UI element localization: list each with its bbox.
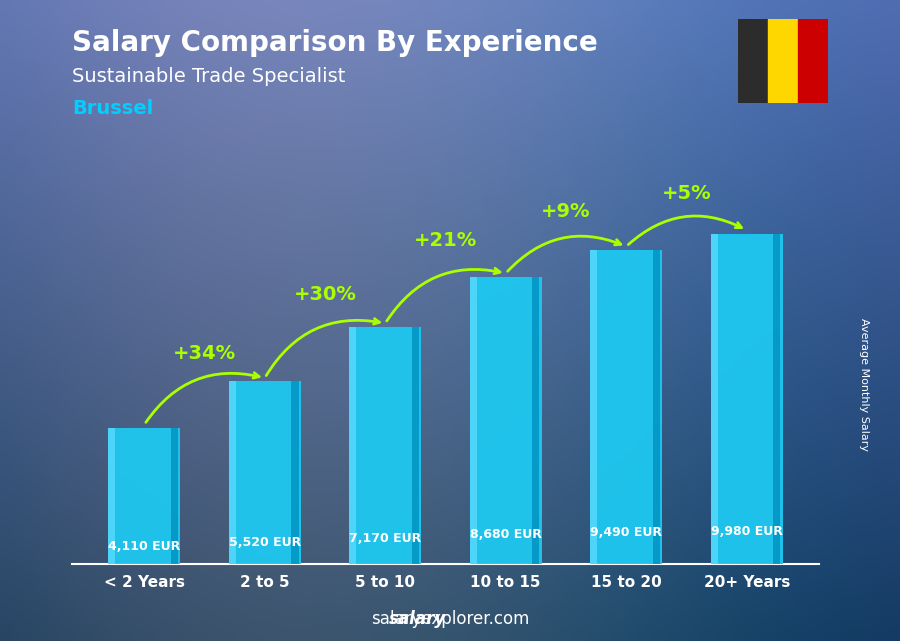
Text: 9,980 EUR: 9,980 EUR [711,524,783,538]
Text: Salary Comparison By Experience: Salary Comparison By Experience [72,29,598,57]
Text: salaryexplorer.com: salaryexplorer.com [371,610,529,628]
Bar [590,250,662,564]
Text: Sustainable Trade Specialist: Sustainable Trade Specialist [72,67,346,87]
Bar [412,327,419,564]
Bar [349,327,421,564]
Text: +21%: +21% [414,231,477,250]
Bar [798,19,828,103]
Bar [773,233,780,564]
Text: +5%: +5% [662,185,711,203]
Bar [711,233,783,564]
Text: salary: salary [389,610,446,628]
Text: 5,520 EUR: 5,520 EUR [229,537,301,549]
Bar [711,233,718,564]
Bar [171,428,178,564]
Bar [292,381,299,564]
Bar [652,250,660,564]
Text: 7,170 EUR: 7,170 EUR [349,532,421,545]
Text: 9,490 EUR: 9,490 EUR [590,526,662,539]
Bar [229,381,236,564]
Text: +9%: +9% [541,202,590,221]
Bar [470,277,542,564]
Bar [108,428,180,564]
Text: 8,680 EUR: 8,680 EUR [470,528,542,541]
Bar [470,277,477,564]
Bar [768,19,798,103]
Text: Average Monthly Salary: Average Monthly Salary [859,318,869,451]
Bar [738,19,768,103]
Bar [590,250,598,564]
Text: +30%: +30% [293,285,356,304]
Bar [229,381,301,564]
Bar [532,277,539,564]
Text: 4,110 EUR: 4,110 EUR [108,540,180,553]
Bar [108,428,115,564]
Text: Brussel: Brussel [72,99,153,119]
Text: +34%: +34% [173,344,236,363]
Bar [349,327,356,564]
